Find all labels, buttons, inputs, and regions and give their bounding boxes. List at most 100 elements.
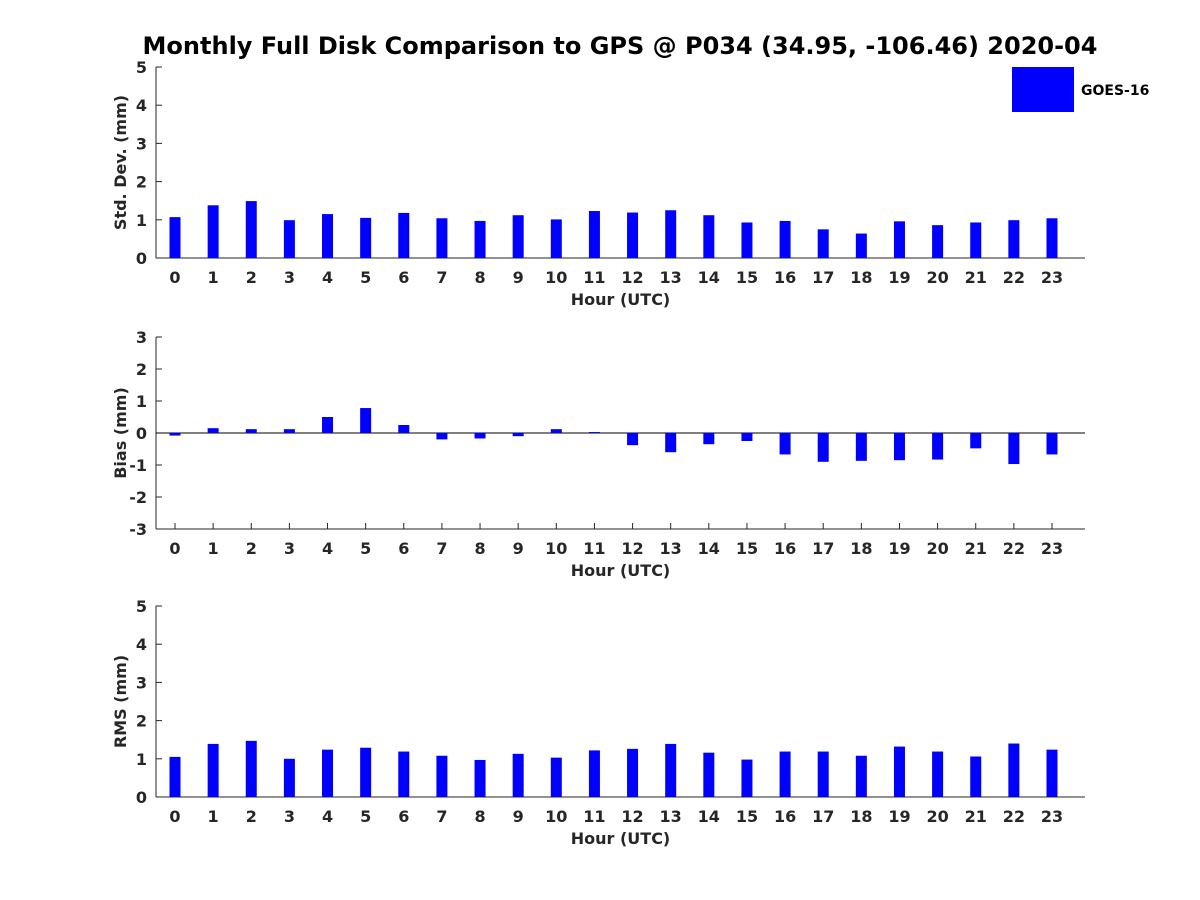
x-axis-label: Hour (UTC)	[571, 561, 671, 580]
x-tick-label: 9	[513, 807, 524, 826]
x-tick-label: 20	[926, 539, 948, 558]
bar	[245, 429, 257, 433]
bar	[627, 433, 639, 446]
x-tick-label: 19	[888, 539, 910, 558]
bar	[703, 752, 715, 797]
x-tick-label: 22	[1003, 268, 1025, 287]
bar	[245, 201, 257, 258]
bar	[474, 759, 486, 797]
x-tick-label: 23	[1041, 268, 1063, 287]
bar	[817, 229, 829, 258]
x-tick-label: 11	[583, 268, 605, 287]
legend-label: GOES-16	[1081, 83, 1149, 99]
bar	[665, 743, 677, 797]
bar	[512, 433, 524, 437]
x-tick-label: 6	[398, 807, 409, 826]
bar	[627, 748, 639, 797]
chart-title: Monthly Full Disk Comparison to GPS @ P0…	[143, 32, 1098, 60]
y-tick-label: -2	[129, 488, 147, 507]
bar	[207, 428, 219, 433]
x-tick-label: 4	[322, 268, 333, 287]
y-tick-label: 1	[136, 392, 147, 411]
bar	[817, 751, 829, 797]
bar	[588, 432, 600, 434]
x-tick-label: 18	[850, 268, 872, 287]
bar	[169, 433, 181, 436]
x-tick-label: 2	[246, 268, 257, 287]
bar	[893, 433, 905, 461]
x-tick-label: 17	[812, 268, 834, 287]
x-tick-label: 1	[208, 807, 219, 826]
bar	[436, 755, 448, 797]
bar	[550, 219, 562, 258]
y-tick-label: 1	[136, 750, 147, 769]
bar	[360, 747, 372, 797]
y-tick-label: 4	[136, 635, 147, 654]
y-axis-label: Bias (mm)	[111, 387, 130, 479]
x-axis-label: Hour (UTC)	[571, 290, 671, 309]
x-tick-label: 14	[698, 268, 720, 287]
bar	[855, 233, 867, 258]
x-tick-label: 5	[360, 539, 371, 558]
y-axis-label: Std. Dev. (mm)	[111, 95, 130, 230]
x-tick-label: 21	[965, 807, 987, 826]
x-tick-label: 18	[850, 539, 872, 558]
x-tick-label: 10	[545, 268, 567, 287]
bar	[970, 433, 982, 449]
x-tick-label: 23	[1041, 539, 1063, 558]
x-tick-label: 9	[513, 268, 524, 287]
bar	[932, 433, 944, 460]
bar	[703, 215, 715, 258]
x-tick-label: 23	[1041, 807, 1063, 826]
bar	[169, 217, 181, 258]
x-tick-label: 15	[736, 539, 758, 558]
x-tick-label: 14	[698, 807, 720, 826]
bar	[741, 433, 753, 441]
bar	[1046, 218, 1058, 258]
bar	[322, 749, 334, 797]
bar	[741, 759, 753, 797]
y-tick-label: 3	[136, 673, 147, 692]
y-axis-label: RMS (mm)	[111, 655, 130, 748]
x-tick-label: 5	[360, 268, 371, 287]
bar	[436, 218, 448, 258]
y-tick-label: -1	[129, 456, 147, 475]
x-tick-label: 19	[888, 807, 910, 826]
bar	[779, 751, 791, 797]
y-tick-label: 1	[136, 211, 147, 230]
y-tick-label: 2	[136, 173, 147, 192]
bar	[398, 212, 410, 258]
bar	[1046, 433, 1058, 455]
bar	[283, 758, 295, 797]
y-tick-label: 2	[136, 360, 147, 379]
x-tick-label: 22	[1003, 539, 1025, 558]
x-tick-label: 20	[926, 807, 948, 826]
x-tick-label: 22	[1003, 807, 1025, 826]
x-tick-label: 0	[169, 539, 180, 558]
x-tick-label: 15	[736, 807, 758, 826]
x-tick-label: 13	[660, 807, 682, 826]
bar	[703, 433, 715, 445]
x-tick-label: 1	[208, 268, 219, 287]
x-tick-label: 3	[284, 807, 295, 826]
bar	[665, 433, 677, 453]
x-tick-label: 7	[436, 268, 447, 287]
x-tick-label: 18	[850, 807, 872, 826]
x-tick-label: 15	[736, 268, 758, 287]
bar	[436, 433, 448, 440]
bar	[855, 755, 867, 797]
y-tick-label: 4	[136, 96, 147, 115]
x-tick-label: 7	[436, 807, 447, 826]
y-tick-label: 0	[136, 424, 147, 443]
x-tick-label: 16	[774, 807, 796, 826]
x-axis-label: Hour (UTC)	[571, 829, 671, 848]
bar	[817, 433, 829, 462]
x-tick-label: 17	[812, 807, 834, 826]
x-tick-label: 20	[926, 268, 948, 287]
x-tick-label: 11	[583, 807, 605, 826]
x-tick-label: 16	[774, 539, 796, 558]
x-tick-label: 13	[660, 268, 682, 287]
x-tick-label: 2	[246, 539, 257, 558]
